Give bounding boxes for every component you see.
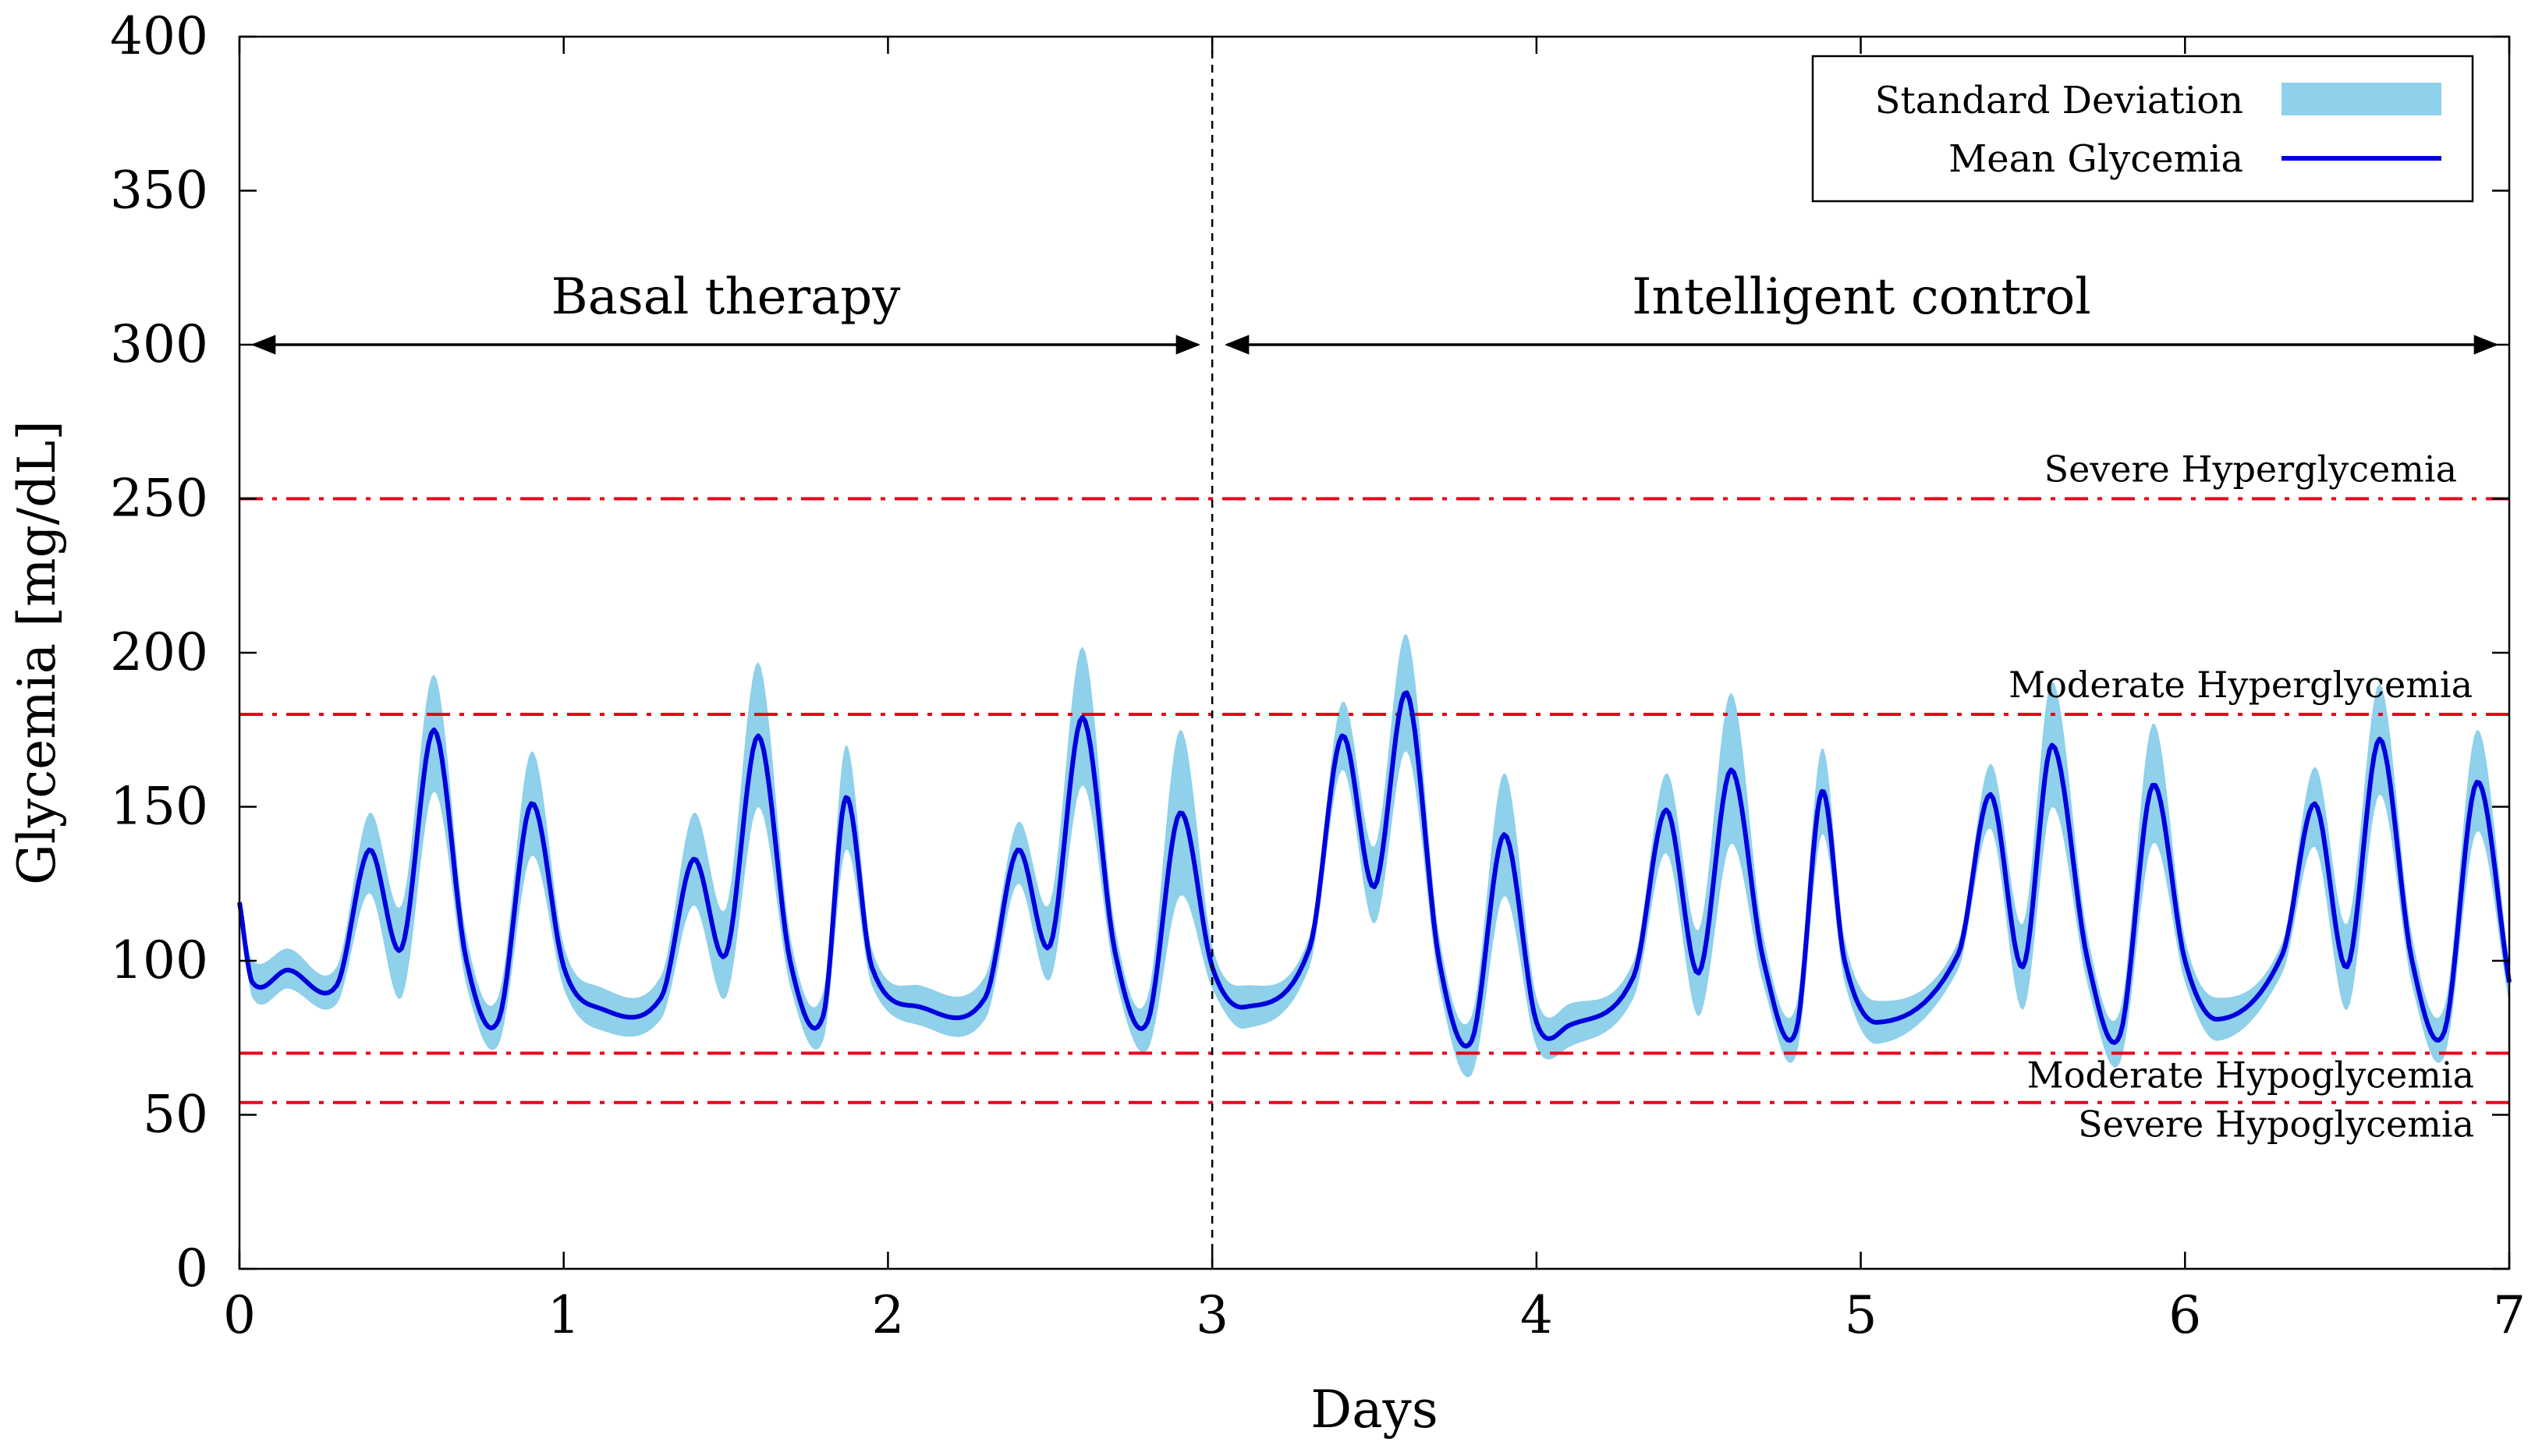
y-axis-label: Glycemia [mg/dL] [7,420,67,885]
region-label-0: Basal therapy [551,268,901,326]
legend-label-band: Standard Deviation [1875,79,2243,122]
legend-box [1811,55,2474,203]
y-tick-label-1: 50 [143,1085,208,1145]
region-label-1: Intelligent control [1632,268,2091,326]
y-tick-label-3: 150 [110,777,208,837]
y-tick-label-6: 300 [110,314,208,374]
legend: Standard Deviation Mean Glycemia [1811,55,2474,203]
x-tick-label-3: 3 [1196,1285,1228,1345]
y-tick-label-4: 200 [110,622,208,682]
x-tick-label-7: 7 [2493,1285,2526,1345]
y-tick-label-7: 350 [110,161,208,221]
threshold-label-0: Severe Hyperglycemia [2044,448,2457,491]
legend-label-mean: Mean Glycemia [1948,137,2243,181]
x-tick-label-2: 2 [871,1285,904,1345]
x-tick-label-1: 1 [548,1285,580,1345]
x-tick-label-0: 0 [223,1285,256,1345]
plot-area: Severe Hyperglycemia Moderate Hyperglycem… [7,6,2526,1440]
threshold-label-1: Moderate Hyperglycemia [2008,664,2473,706]
x-axis-label: Days [1310,1380,1438,1440]
y-tick-label-8: 400 [110,6,208,66]
threshold-label-2: Moderate Hypoglycemia [2027,1054,2474,1096]
y-tick-label-2: 100 [110,930,208,990]
x-tick-label-5: 5 [1845,1285,1877,1345]
threshold-label-3: Severe Hypoglycemia [2078,1104,2474,1146]
mean-glycemia-line [237,690,2512,1049]
y-tick-label-0: 0 [176,1238,208,1298]
x-tick-label-6: 6 [2168,1285,2201,1345]
std-deviation-band [239,634,2509,1078]
y-tick-label-5: 250 [110,469,208,529]
legend-swatch-band [2282,83,2441,115]
x-tick-label-4: 4 [1520,1285,1553,1345]
